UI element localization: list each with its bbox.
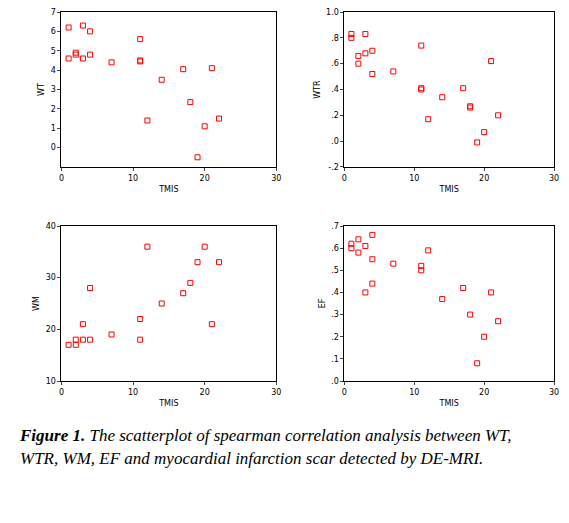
svg-text:10: 10 bbox=[128, 388, 138, 397]
svg-text:0: 0 bbox=[342, 388, 347, 397]
svg-text:WM: WM bbox=[32, 296, 41, 311]
svg-text:.4: .4 bbox=[331, 85, 339, 94]
svg-text:.8: .8 bbox=[331, 34, 339, 43]
svg-text:30: 30 bbox=[549, 388, 559, 397]
svg-text:10: 10 bbox=[128, 174, 138, 183]
svg-text:2: 2 bbox=[51, 105, 56, 114]
svg-text:TMIS: TMIS bbox=[439, 185, 459, 194]
svg-text:TMIS: TMIS bbox=[439, 399, 459, 408]
svg-text:.1: .1 bbox=[331, 355, 339, 364]
svg-text:1.0: 1.0 bbox=[326, 8, 339, 17]
svg-text:.3: .3 bbox=[331, 310, 339, 319]
svg-text:0: 0 bbox=[59, 388, 64, 397]
svg-text:0: 0 bbox=[342, 174, 347, 183]
svg-text:-.2: -.2 bbox=[328, 163, 339, 172]
svg-text:.5: .5 bbox=[331, 266, 339, 275]
svg-text:7: 7 bbox=[51, 8, 56, 17]
svg-text:30: 30 bbox=[271, 388, 281, 397]
svg-text:30: 30 bbox=[549, 174, 559, 183]
svg-text:20: 20 bbox=[200, 388, 210, 397]
svg-text:20: 20 bbox=[479, 388, 489, 397]
svg-text:WTR: WTR bbox=[313, 80, 322, 99]
svg-text:.2: .2 bbox=[331, 333, 339, 342]
svg-text:0: 0 bbox=[51, 143, 56, 152]
svg-text:.4: .4 bbox=[331, 288, 339, 297]
svg-text:3: 3 bbox=[51, 85, 56, 94]
html-text:Figure 1. The scatterplot of s: Figure 1. The scatterplot of spearman co… bbox=[20, 426, 512, 468]
svg-text:WT: WT bbox=[37, 83, 46, 96]
svg-text:.6: .6 bbox=[331, 244, 339, 253]
svg-text:.7: .7 bbox=[331, 222, 339, 231]
svg-text:40: 40 bbox=[46, 222, 56, 231]
svg-text:20: 20 bbox=[46, 325, 56, 334]
svg-text:10: 10 bbox=[46, 377, 56, 386]
svg-text:.0: .0 bbox=[331, 137, 339, 146]
svg-text:20: 20 bbox=[200, 174, 210, 183]
svg-text:EF: EF bbox=[318, 298, 327, 308]
svg-text:.0: .0 bbox=[331, 377, 339, 386]
svg-text:.2: .2 bbox=[331, 111, 339, 120]
svg-text:20: 20 bbox=[479, 174, 489, 183]
svg-text:5: 5 bbox=[51, 47, 56, 56]
svg-text:TMIS: TMIS bbox=[158, 399, 178, 408]
svg-text:10: 10 bbox=[409, 174, 419, 183]
svg-text:TMIS: TMIS bbox=[158, 185, 178, 194]
svg-text:0: 0 bbox=[59, 174, 64, 183]
svg-text:30: 30 bbox=[46, 273, 56, 282]
svg-text:10: 10 bbox=[409, 388, 419, 397]
svg-text:.6: .6 bbox=[331, 59, 339, 68]
svg-text:4: 4 bbox=[51, 66, 56, 75]
svg-text:1: 1 bbox=[51, 124, 56, 133]
svg-text:6: 6 bbox=[51, 27, 56, 36]
svg-text:30: 30 bbox=[271, 174, 281, 183]
